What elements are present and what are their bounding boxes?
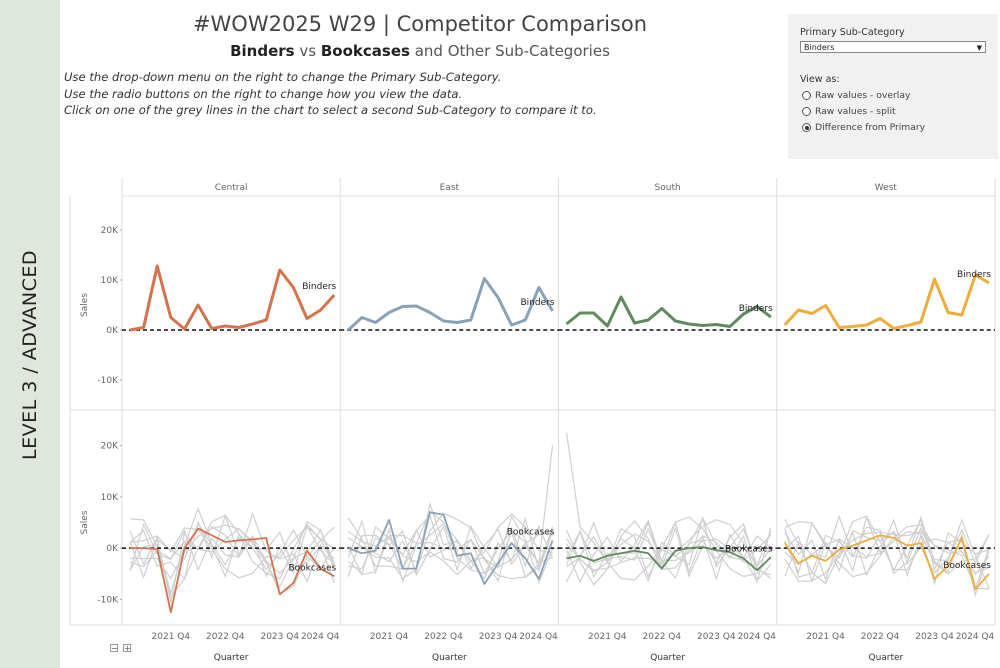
- y-tick-label: 20K: [101, 442, 119, 452]
- other-subcategory-line: [565, 520, 772, 586]
- x-tick-label: 2021 Q4: [370, 632, 409, 642]
- x-tick-label: 2023 Q4: [479, 632, 518, 642]
- other-subcategory-line: [347, 519, 554, 584]
- other-subcategory-line: [784, 531, 990, 575]
- secondary-subcategory-text: Bookcases: [320, 42, 410, 60]
- series-line-east: [347, 277, 554, 332]
- radio-label: Raw values - overlay: [815, 90, 911, 101]
- x-tick-label: 2024 Q4: [519, 632, 558, 642]
- bookcases-end-label: Bookcases: [507, 527, 555, 537]
- series-line-west: [784, 534, 990, 590]
- instruction-line: Use the radio buttons on the right to ch…: [64, 86, 463, 101]
- x-tick-label: 2022 Q4: [206, 632, 245, 642]
- primary-subcategory-dropdown[interactable]: Binders ▼: [800, 41, 986, 53]
- x-tick-label: 2021 Q4: [152, 632, 191, 642]
- other-subcategory-line: [129, 506, 335, 596]
- y-tick-label: 20K: [101, 226, 119, 236]
- subtitle-rest: and Other Sub-Categories: [414, 42, 610, 60]
- dropdown-label: Primary Sub-Category: [800, 27, 905, 38]
- x-tick-label: 2021 Q4: [806, 632, 845, 642]
- other-subcategory-line: [347, 510, 553, 575]
- y-tick-label: -10K: [97, 595, 119, 605]
- x-tick-label: 2022 Q4: [424, 632, 463, 642]
- y-tick-label: 0K: [106, 326, 119, 336]
- instruction-line: Use the drop-down menu on the right to c…: [64, 70, 502, 84]
- series-line-south: [566, 546, 772, 572]
- x-tick-label: 2022 Q4: [643, 632, 682, 642]
- other-subcategory-line: [565, 432, 772, 581]
- y-tick-label: 10K: [101, 493, 119, 503]
- y-axis-title: Sales: [80, 293, 90, 317]
- radio-icon: [802, 91, 811, 100]
- instructions: Use the drop-down menu on the right to c…: [64, 69, 597, 119]
- other-subcategory-line: [566, 519, 772, 579]
- region-header-west: West: [875, 183, 898, 193]
- x-tick-label: 2023 Q4: [915, 632, 954, 642]
- region-header-east: East: [440, 183, 460, 193]
- bookcases-end-label: Bookcases: [288, 563, 336, 573]
- other-subcategory-line: [129, 513, 335, 581]
- other-subcategory-line: [565, 519, 771, 584]
- x-tick-label: 2023 Q4: [260, 632, 299, 642]
- other-subcategory-line: [565, 516, 772, 583]
- binders-end-label: Binders: [957, 270, 991, 280]
- radio-icon: [802, 107, 811, 116]
- other-subcategory-line: [129, 520, 335, 589]
- binders-end-label: Binders: [520, 298, 554, 308]
- view-as-label: View as:: [800, 74, 840, 85]
- x-tick-label: 2021 Q4: [588, 632, 627, 642]
- y-axis-title: Sales: [80, 510, 90, 534]
- x-tick-label: 2024 Q4: [737, 632, 776, 642]
- control-panel: Primary Sub-Category Binders ▼ View as: …: [788, 14, 998, 159]
- other-subcategory-line: [348, 501, 554, 581]
- other-subcategory-line: [784, 515, 990, 585]
- page-title: #WOW2025 W29 | Competitor Comparison: [192, 12, 648, 36]
- radio-label: Difference from Primary: [815, 122, 926, 133]
- x-axis-title: Quarter: [868, 653, 903, 663]
- x-tick-label: 2024 Q4: [301, 632, 340, 642]
- other-subcategory-line: [784, 518, 990, 589]
- radio-raw-overlay[interactable]: Raw values - overlay: [802, 90, 910, 101]
- other-subcategory-line: [129, 525, 335, 579]
- expand-icon[interactable]: +: [123, 644, 131, 653]
- y-tick-label: 10K: [101, 276, 119, 286]
- page-subtitle: Binders vs Bookcases and Other Sub-Categ…: [150, 42, 690, 60]
- binders-end-label: Binders: [302, 282, 336, 292]
- radio-difference-from-primary[interactable]: Difference from Primary: [802, 122, 925, 133]
- series-line-west: [783, 273, 990, 330]
- x-axis-title: Quarter: [432, 653, 467, 663]
- bookcases-end-label: Bookcases: [943, 561, 991, 571]
- x-tick-label: 2024 Q4: [956, 632, 995, 642]
- binders-end-label: Binders: [739, 304, 773, 314]
- region-header-south: South: [655, 183, 681, 193]
- series-line-central: [130, 527, 335, 614]
- vs-text: vs: [299, 42, 317, 60]
- bookcases-end-label: Bookcases: [725, 544, 773, 554]
- series-line-east: [347, 511, 554, 585]
- x-tick-label: 2022 Q4: [861, 632, 900, 642]
- region-header-central: Central: [215, 183, 248, 193]
- other-subcategory-line: [347, 524, 554, 579]
- y-tick-label: -10K: [97, 376, 119, 386]
- primary-subcategory-text: Binders: [230, 42, 295, 60]
- series-line-south: [565, 295, 772, 328]
- level-sidebar: LEVEL 3 / ADVANCED: [0, 0, 60, 668]
- chevron-down-icon: ▼: [976, 44, 982, 52]
- other-subcategory-line: [348, 514, 554, 585]
- radio-label: Raw values - split: [815, 106, 896, 117]
- instruction-line: Click on one of the grey lines in the ch…: [64, 103, 597, 117]
- series-line-central: [129, 264, 336, 332]
- dropdown-value: Binders: [804, 43, 835, 52]
- other-subcategory-line: [565, 520, 772, 579]
- radio-raw-split[interactable]: Raw values - split: [802, 106, 896, 117]
- y-tick-label: 0K: [106, 544, 119, 554]
- x-axis-title: Quarter: [650, 653, 685, 663]
- collapse-icon[interactable]: −: [110, 644, 118, 653]
- x-tick-label: 2023 Q4: [697, 632, 736, 642]
- radio-selected-icon: [802, 123, 811, 132]
- x-axis-title: Quarter: [214, 653, 249, 663]
